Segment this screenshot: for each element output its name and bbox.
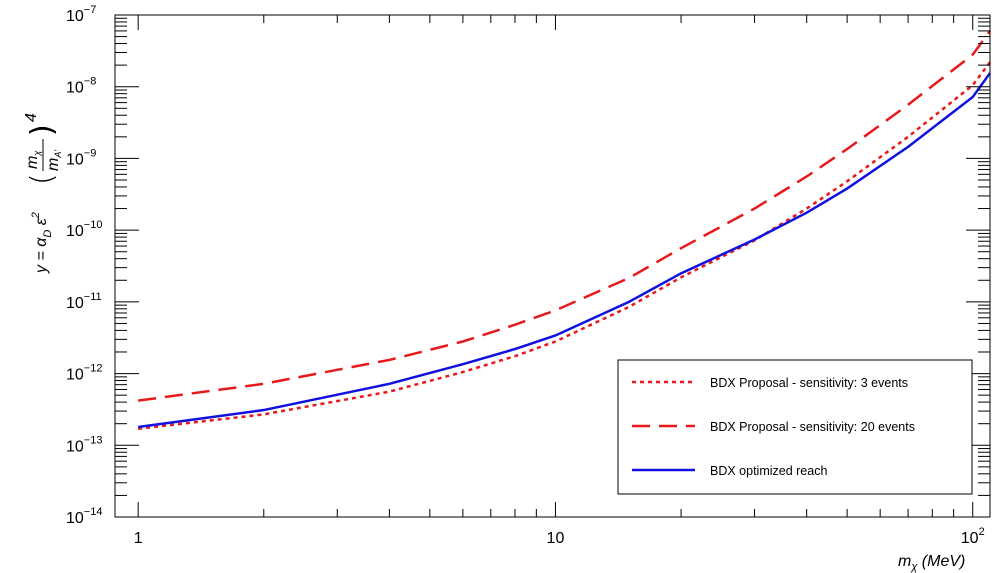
plot-frame — [114, 14, 991, 518]
plot-series — [138, 30, 992, 431]
x-tick-label: 1 — [134, 530, 143, 547]
legend-label-2: BDX Proposal - sensitivity: 20 events — [710, 420, 915, 434]
legend: BDX Proposal - sensitivity: 3 events BDX … — [617, 359, 973, 495]
svg-text:): ) — [25, 124, 60, 136]
series-line-1 — [138, 61, 992, 431]
svg-text:4: 4 — [23, 113, 40, 122]
legend-entries: BDX Proposal - sensitivity: 3 events BDX … — [632, 376, 915, 478]
axis-ticks — [115, 14, 990, 518]
svg-text:(: ( — [25, 173, 60, 185]
series-line-2 — [138, 30, 992, 402]
legend-label-3: BDX optimized reach — [710, 464, 827, 478]
x-tick-label: 10 — [547, 530, 565, 547]
legend-label-1: BDX Proposal - sensitivity: 3 events — [710, 376, 908, 390]
series-line-3 — [138, 72, 992, 429]
